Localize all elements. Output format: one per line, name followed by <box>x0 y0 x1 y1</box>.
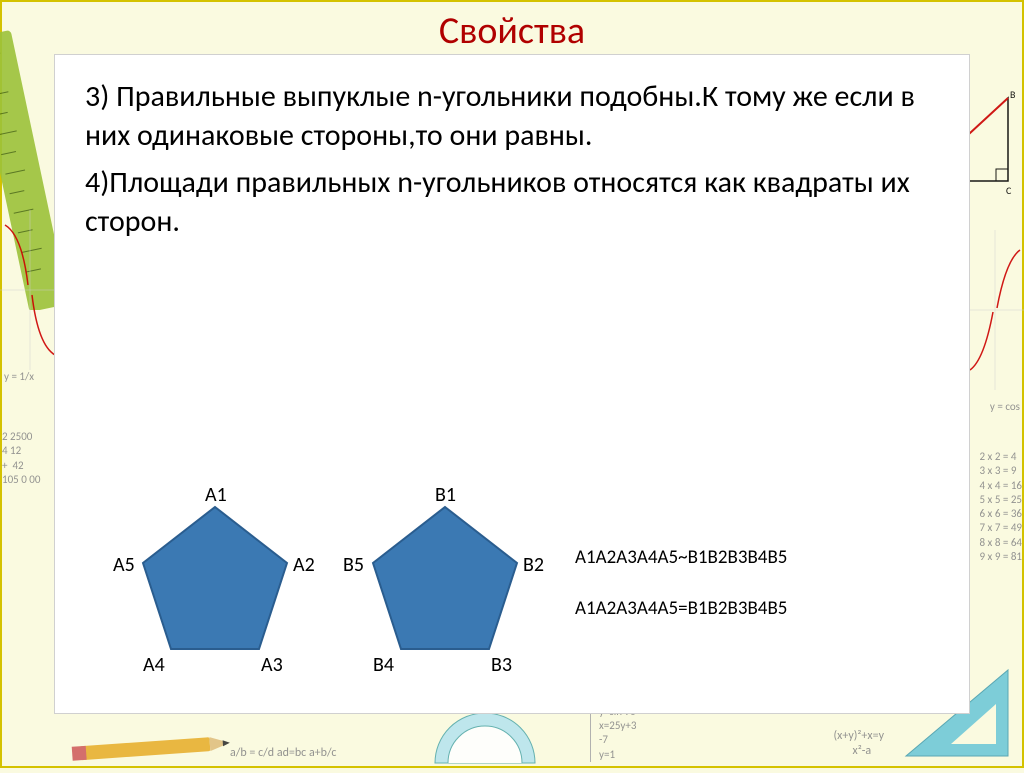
label-b4: B4 <box>373 653 394 677</box>
label-b5: B5 <box>343 553 364 577</box>
graph-right <box>966 230 1024 390</box>
label-a4: A4 <box>143 653 165 677</box>
figures-row: A1 A2 A3 A4 A5 B1 B2 B3 B4 B5 A1A2A3A4A5… <box>115 483 939 683</box>
label-a1: A1 <box>205 483 227 507</box>
paragraph-3: 3) Правильные выпуклые n-угольники подоб… <box>85 77 939 155</box>
fractions-deco: 2 2500 4 12 + 42 105 0 00 <box>2 430 40 487</box>
y-cos-label: y = cos <box>990 400 1020 414</box>
slide-title: Свойства <box>0 8 1024 54</box>
formula-similar: A1A2A3A4A5~B1B2B3B4B5 <box>575 546 787 569</box>
bottom-left-formula: a/b = c/d ad=bc a+b/c <box>230 746 336 762</box>
formula-equal: A1A2A3A4A5=B1B2B3B4B5 <box>575 597 787 620</box>
pencil-deco <box>60 723 240 773</box>
protractor-deco <box>430 713 540 768</box>
label-b1: B1 <box>435 483 456 507</box>
pythagoras-deco: (x+y)²+x=y x²-a <box>834 729 885 760</box>
y-eq-label: y = 1/x <box>4 370 34 384</box>
label-a3: A3 <box>261 653 283 677</box>
svg-text:C: C <box>1006 184 1012 196</box>
label-a2: A2 <box>293 553 315 577</box>
pentagon-b: B1 B2 B3 B4 B5 <box>345 483 545 683</box>
formula-block: A1A2A3A4A5~B1B2B3B4B5 A1A2A3A4A5=B1B2B3B… <box>575 546 787 620</box>
content-panel: 3) Правильные выпуклые n-угольники подоб… <box>54 54 970 714</box>
pentagon-a: A1 A2 A3 A4 A5 <box>115 483 315 683</box>
paragraph-4: 4)Площади правильных n-угольников относя… <box>85 163 939 241</box>
label-a5: A5 <box>113 553 135 577</box>
label-b3: B3 <box>491 653 512 677</box>
graph-left <box>0 210 60 370</box>
svg-text:B: B <box>1010 88 1016 101</box>
label-b2: B2 <box>523 553 544 577</box>
mult-table: 2 x 2 = 4 3 x 3 = 9 4 x 4 = 16 5 x 5 = 2… <box>980 450 1023 564</box>
